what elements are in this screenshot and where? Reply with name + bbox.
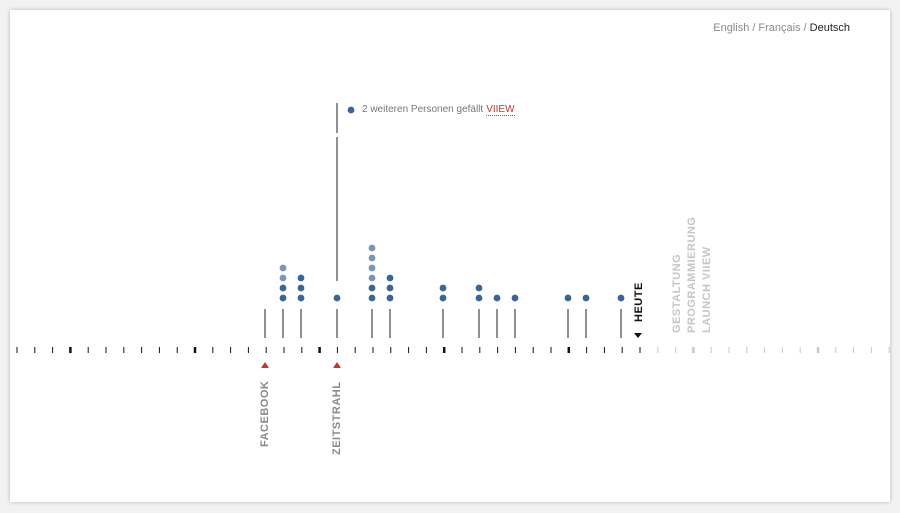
- like-dot[interactable]: [475, 284, 483, 292]
- like-dot[interactable]: [386, 294, 394, 302]
- like-dot[interactable]: [493, 294, 501, 302]
- tooltip-text: 2 weiteren Personen gefällt: [362, 104, 484, 115]
- like-dot[interactable]: [368, 254, 376, 262]
- language-switcher: English / Français / Deutsch: [713, 22, 850, 34]
- today-arrow: [634, 333, 642, 338]
- marker-triangle: [261, 362, 269, 368]
- like-dot[interactable]: [279, 274, 287, 282]
- like-dot[interactable]: [386, 284, 394, 292]
- today-label: HEUTE: [633, 282, 645, 322]
- tooltip-dot: [347, 106, 355, 114]
- like-dot[interactable]: [279, 294, 287, 302]
- like-dot[interactable]: [564, 294, 572, 302]
- like-dot[interactable]: [279, 284, 287, 292]
- like-dot[interactable]: [297, 294, 305, 302]
- like-dot[interactable]: [617, 294, 625, 302]
- like-dot[interactable]: [279, 264, 287, 272]
- like-dot[interactable]: [297, 284, 305, 292]
- future-label-gestaltung: GESTALTUNG: [671, 253, 683, 333]
- lang-separator: /: [752, 22, 756, 34]
- like-dot[interactable]: [368, 274, 376, 282]
- lang-deutsch[interactable]: Deutsch: [809, 22, 850, 34]
- like-dot[interactable]: [386, 274, 394, 282]
- marker-triangle: [333, 362, 341, 368]
- like-dot[interactable]: [439, 284, 447, 292]
- like-dot[interactable]: [582, 294, 590, 302]
- like-dot[interactable]: [439, 294, 447, 302]
- like-dot[interactable]: [368, 244, 376, 252]
- lang-english[interactable]: English: [713, 22, 750, 34]
- like-dot[interactable]: [475, 294, 483, 302]
- marker-label-facebook[interactable]: FACEBOOK: [259, 380, 271, 447]
- like-dot[interactable]: [297, 274, 305, 282]
- future-label-programmierung: PROGRAMMIERUNG: [686, 216, 698, 333]
- like-dot[interactable]: [333, 294, 341, 302]
- marker-label-zeitstrahl[interactable]: ZEITSTRAHL: [331, 381, 343, 455]
- like-dot[interactable]: [368, 264, 376, 272]
- lang-separator: /: [803, 22, 807, 34]
- tooltip-brand-link[interactable]: VIIEW: [486, 104, 515, 116]
- like-dot[interactable]: [368, 284, 376, 292]
- page-frame: [10, 10, 890, 502]
- lang-francais[interactable]: Français: [758, 22, 801, 34]
- like-dot[interactable]: [368, 294, 376, 302]
- like-dot[interactable]: [511, 294, 519, 302]
- like-tooltip: 2 weiteren Personen gefällt VIIEW: [362, 104, 515, 116]
- future-label-launch: LAUNCH VIIEW: [701, 246, 713, 333]
